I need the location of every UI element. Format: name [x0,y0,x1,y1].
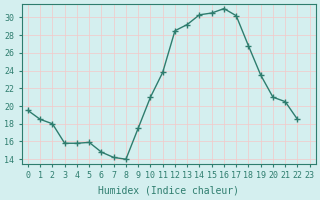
X-axis label: Humidex (Indice chaleur): Humidex (Indice chaleur) [98,186,239,196]
